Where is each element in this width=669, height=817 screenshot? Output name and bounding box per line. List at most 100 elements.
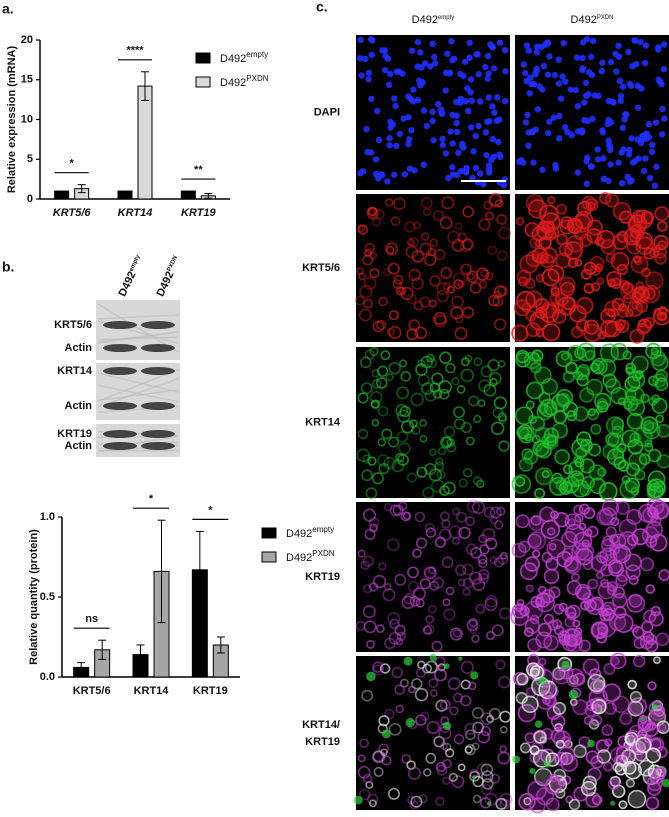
cell-fill <box>621 283 636 299</box>
cell <box>407 766 421 780</box>
cell <box>377 454 390 467</box>
cell <box>368 799 377 808</box>
cell <box>628 724 644 739</box>
cell <box>575 542 595 561</box>
cell <box>453 692 464 703</box>
cell <box>572 406 589 422</box>
cell-fill <box>588 408 596 416</box>
cell-fill <box>605 193 619 207</box>
cell <box>497 751 511 765</box>
cell <box>613 68 620 75</box>
cell-fill <box>636 232 653 249</box>
cell <box>623 293 633 304</box>
y-tick-label: 10 <box>21 113 33 125</box>
cell <box>530 595 543 608</box>
cell <box>572 214 592 233</box>
y-tick-label: 15 <box>21 74 33 86</box>
cell <box>440 699 451 711</box>
cell <box>453 406 465 419</box>
blot-band-label: KRT14 <box>57 365 93 377</box>
cell-fill <box>539 236 551 249</box>
cell <box>430 137 437 144</box>
cell <box>466 39 473 47</box>
bar <box>180 190 196 200</box>
cell <box>647 681 657 691</box>
cell <box>490 65 498 72</box>
cell-green <box>543 760 551 768</box>
cell-fill <box>605 321 621 337</box>
blot-band-label: KRT5/6 <box>54 319 92 331</box>
error-bar <box>136 644 145 665</box>
cell <box>427 63 434 70</box>
cell <box>477 399 486 408</box>
cell <box>457 167 465 175</box>
cell <box>429 117 436 125</box>
cell-fill <box>630 691 642 703</box>
cell <box>369 37 376 44</box>
cell <box>480 269 489 278</box>
cell <box>383 456 397 470</box>
cell <box>432 389 443 399</box>
cell <box>632 209 646 224</box>
cell <box>486 169 493 176</box>
cell <box>359 788 371 801</box>
cell <box>523 77 530 85</box>
legend-swatch <box>195 52 211 64</box>
cell <box>461 238 474 251</box>
cell <box>452 272 466 286</box>
cell-fill <box>532 350 543 361</box>
cell-fill <box>584 508 595 519</box>
cell <box>400 115 407 122</box>
blot-band-label: Actin <box>65 440 93 452</box>
cell <box>485 537 498 550</box>
cell <box>482 129 490 136</box>
cell-fill <box>535 307 547 319</box>
cell <box>377 405 389 417</box>
cell-fill <box>657 454 669 468</box>
cell-fill <box>562 636 577 651</box>
cell-fill <box>604 301 621 317</box>
x-tick-label: KRT5/6 <box>53 207 92 219</box>
panel-label: c. <box>316 0 328 15</box>
cell <box>472 164 480 172</box>
cell <box>395 637 404 646</box>
cell <box>526 90 533 97</box>
cell <box>364 349 375 360</box>
cell-fill <box>565 617 575 627</box>
cell <box>555 479 567 491</box>
cell <box>635 736 652 754</box>
cell <box>641 720 654 732</box>
cell-fill <box>595 264 603 272</box>
cell-green <box>561 660 570 670</box>
cell <box>385 242 399 256</box>
cell <box>362 55 369 63</box>
cell <box>625 308 634 318</box>
cell <box>618 800 628 810</box>
cell <box>424 566 437 580</box>
cell <box>618 92 625 100</box>
cell-fill <box>532 248 548 263</box>
cell <box>650 515 662 527</box>
cell-fill <box>546 798 559 811</box>
cell-fill <box>623 351 632 360</box>
cell <box>381 47 389 54</box>
cell <box>452 536 461 545</box>
cell <box>395 403 409 417</box>
cell <box>563 464 573 475</box>
cell <box>379 663 391 674</box>
cell-fill <box>647 782 661 796</box>
cell <box>555 252 572 269</box>
cell <box>357 754 366 763</box>
cell <box>402 511 412 520</box>
cell <box>422 208 431 216</box>
cell <box>434 656 446 668</box>
cell <box>359 356 372 369</box>
cell <box>481 770 494 783</box>
cell <box>624 761 642 780</box>
cell-fill <box>553 303 563 313</box>
cell-fill <box>554 512 569 527</box>
cell <box>398 359 408 368</box>
cell <box>587 673 606 693</box>
cell <box>513 299 531 317</box>
cell-fill <box>526 382 543 399</box>
